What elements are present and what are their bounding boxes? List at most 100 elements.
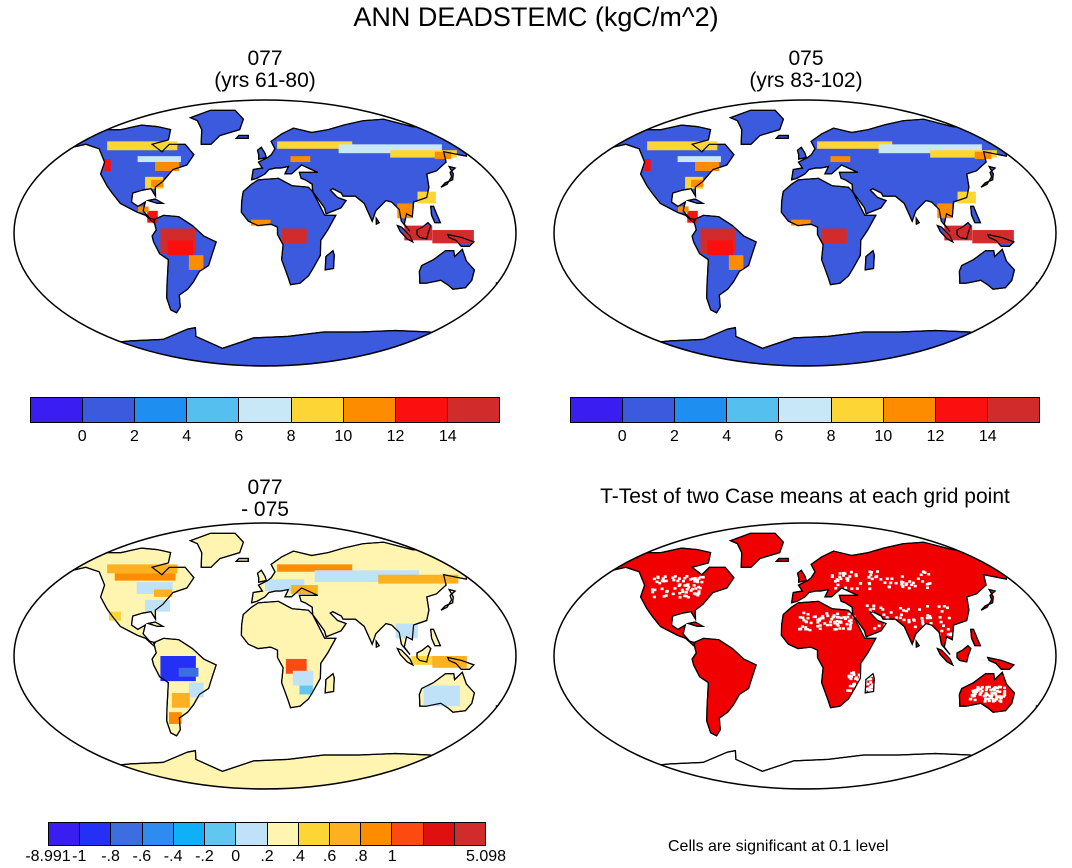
map-ttest-nonsig-cell (804, 620, 808, 623)
map-ttest-nonsig-cell (660, 587, 664, 591)
colorbar-difference-tick-label: 5.098 (465, 848, 507, 865)
map-ttest-nonsig-cell (985, 687, 989, 690)
map-ttest-nonsig-cell (848, 575, 852, 578)
colorbar-difference-swatch (142, 823, 174, 845)
map-ttest-nonsig-cell (985, 685, 989, 689)
colorbar-077-swatch (343, 398, 396, 422)
map-ttest-nonsig-cell (854, 574, 858, 578)
map-ttest-nonsig-cell (879, 578, 883, 581)
map-ttest-nonsig-cell (883, 625, 887, 629)
map-ttest-nonsig-cell (874, 675, 878, 678)
map-ttest-nonsig-cell (818, 627, 822, 631)
colorbar-difference-swatch (236, 823, 268, 845)
colorbar-difference-tick-label: -.2 (195, 848, 214, 865)
map-ttest-nonsig-cell (671, 592, 675, 596)
map-panel-075 (553, 99, 1057, 367)
map-ttest-nonsig-cell (842, 615, 846, 619)
map-ttest-nonsig-cell (846, 615, 850, 619)
map-077-coast-newGuinea (446, 233, 475, 247)
map-077-region (188, 255, 204, 270)
map-ttest-nonsig-cell (868, 685, 872, 689)
map-ttest-nonsig-cell (699, 575, 703, 579)
panel-3-title-line2: - 075 (241, 498, 289, 521)
map-ttest-nonsig-cell (879, 631, 883, 635)
map-ttest-nonsig-cell (830, 617, 834, 621)
map-ttest-nonsig-cell (857, 673, 861, 677)
map-ttest-nonsig-cell (802, 611, 806, 615)
colorbar-077 (30, 397, 500, 423)
map-077-coast-northAmerica (62, 124, 195, 224)
map-ttest-nonsig-cell (923, 571, 927, 574)
map-ttest-nonsig-cell (693, 580, 697, 583)
map-ttest-nonsig-cell (695, 578, 699, 582)
map-ttest-nonsig-cell (802, 618, 806, 622)
map-ttest-nonsig-cell (894, 616, 898, 619)
map-ttest-nonsig-cell (808, 628, 812, 632)
map-ttest-nonsig-cell (834, 586, 838, 590)
map-diff-region (265, 579, 305, 591)
map-ttest-nonsig-cell (921, 570, 925, 573)
map-ttest-nonsig-cell (992, 687, 996, 690)
map-ttest-nonsig-cell (821, 615, 825, 618)
map-077-region (155, 162, 180, 171)
map-diff-coast-uk (256, 569, 268, 583)
map-ttest-nonsig-cell (825, 623, 829, 627)
map-ttest-nonsig-cell (984, 691, 988, 695)
map-ttest-nonsig-cell (883, 581, 887, 584)
map-ttest-nonsig-cell (921, 622, 925, 626)
map-ttest-coast-africa (780, 600, 877, 709)
map-ttest-antarctica (597, 749, 1009, 789)
map-075-coast-sriLanka (915, 216, 921, 226)
colorbar-077-swatch (291, 398, 344, 422)
map-ttest-nonsig-cell (701, 575, 705, 579)
map-ttest-nonsig-cell (683, 584, 687, 587)
map-ttest-nonsig-cell (870, 577, 874, 581)
map-ttest-nonsig-cell (676, 579, 680, 583)
map-ttest-nonsig-cell (949, 633, 953, 637)
map-ttest-nonsig-cell (902, 609, 906, 612)
map-ttest-nonsig-cell (890, 577, 894, 581)
map-ttest-nonsig-cell (835, 619, 839, 623)
map-ttest-nonsig-cell (870, 674, 874, 677)
map-ttest-nonsig-cell (987, 685, 991, 689)
map-ttest-nonsig-cell (846, 579, 850, 582)
map-ttest-nonsig-cell (825, 612, 829, 615)
colorbar-difference-tick-label: .8 (354, 848, 368, 865)
map-ttest-nonsig-cell (942, 605, 946, 608)
map-ttest-nonsig-cell (697, 592, 701, 595)
colorbar-075-tick-label: 0 (617, 428, 627, 445)
map-diff-coast-australia (418, 671, 476, 713)
colorbar-difference-swatch (80, 823, 112, 845)
map-077-region (251, 219, 271, 226)
map-diff-coast-africa (240, 600, 337, 709)
panel-2-title: 075 (yrs 83-102) (556, 48, 1056, 92)
map-075-region (647, 141, 718, 151)
map-diff-region (432, 656, 467, 668)
map-ttest-nonsig-cell (692, 592, 696, 595)
map-ttest-nonsig-cell (846, 627, 850, 631)
map-ttest-nonsig-cell (830, 574, 834, 577)
map-diff-coast-nz (482, 704, 504, 725)
map-075-coast-borneo (956, 221, 972, 240)
map-ttest-nonsig-cell (830, 575, 834, 579)
map-ttest-nonsig-cell (799, 627, 803, 631)
map-075-coast-cuba (685, 198, 706, 204)
map-ttest-nonsig-cell (850, 671, 854, 675)
map-ttest-nonsig-cell (927, 630, 931, 633)
map-ttest-nonsig-cell (692, 584, 696, 587)
map-077-frame (13, 99, 517, 367)
map-ttest-nonsig-cell (907, 618, 911, 622)
map-075-region (821, 228, 847, 244)
map-ttest-nonsig-cell (656, 576, 660, 579)
colorbar-077-tick-label: 0 (77, 428, 87, 445)
map-077-coast-philippines (430, 205, 442, 224)
map-diff-region (114, 573, 176, 581)
map-diff-coast-japan (440, 588, 457, 611)
map-diff-region (169, 712, 182, 724)
map-ttest-nonsig-cell (855, 684, 859, 688)
colorbar-075-tick-label: 6 (774, 428, 784, 445)
map-diff-coast-eurasia (250, 541, 483, 655)
map-ttest-nonsig-cell (801, 616, 805, 620)
map-075-region (930, 150, 997, 158)
map-075-region (644, 159, 651, 171)
